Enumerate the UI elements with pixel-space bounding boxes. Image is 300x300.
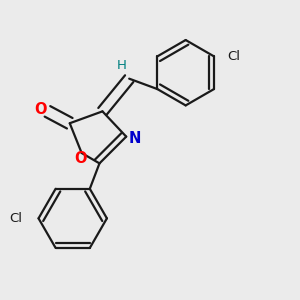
Text: N: N bbox=[128, 130, 141, 146]
Text: Cl: Cl bbox=[227, 50, 240, 63]
Text: H: H bbox=[117, 59, 127, 72]
Text: O: O bbox=[74, 151, 86, 166]
Text: O: O bbox=[34, 102, 46, 117]
Text: Cl: Cl bbox=[9, 212, 22, 225]
